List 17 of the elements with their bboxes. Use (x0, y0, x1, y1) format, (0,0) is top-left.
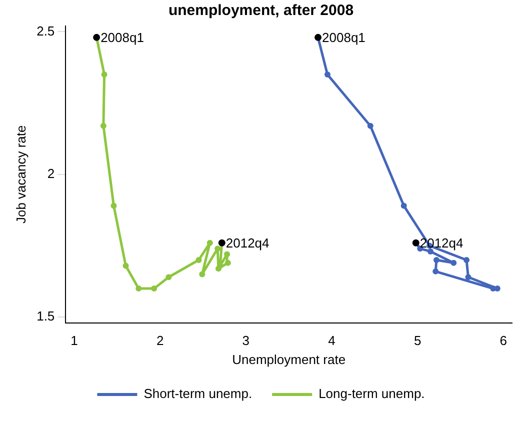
x-tick-label: 6 (500, 333, 508, 348)
y-tick-label: 2.5 (36, 23, 55, 38)
x-tick-label: 3 (242, 333, 250, 348)
y-tick-label: 2 (47, 166, 55, 181)
x-axis-title: Unemployment rate (232, 352, 346, 367)
annotation: 2008q1 (322, 30, 366, 45)
y-axis-title: Job vacancy rate (13, 125, 28, 224)
annotation: 2012q4 (226, 235, 270, 250)
chart-title: unemployment, after 2008 (168, 2, 354, 20)
x-tick-label: 1 (70, 333, 78, 348)
x-tick-label: 2 (156, 333, 164, 348)
annotation: 2008q1 (100, 30, 144, 45)
legend-label: Long-term unemp. (318, 386, 425, 402)
x-tick-label: 5 (414, 333, 422, 348)
x-tick-label: 4 (328, 333, 336, 348)
y-tick-label: 1.5 (36, 308, 55, 324)
legend-label: Short-term unemp. (144, 386, 252, 402)
